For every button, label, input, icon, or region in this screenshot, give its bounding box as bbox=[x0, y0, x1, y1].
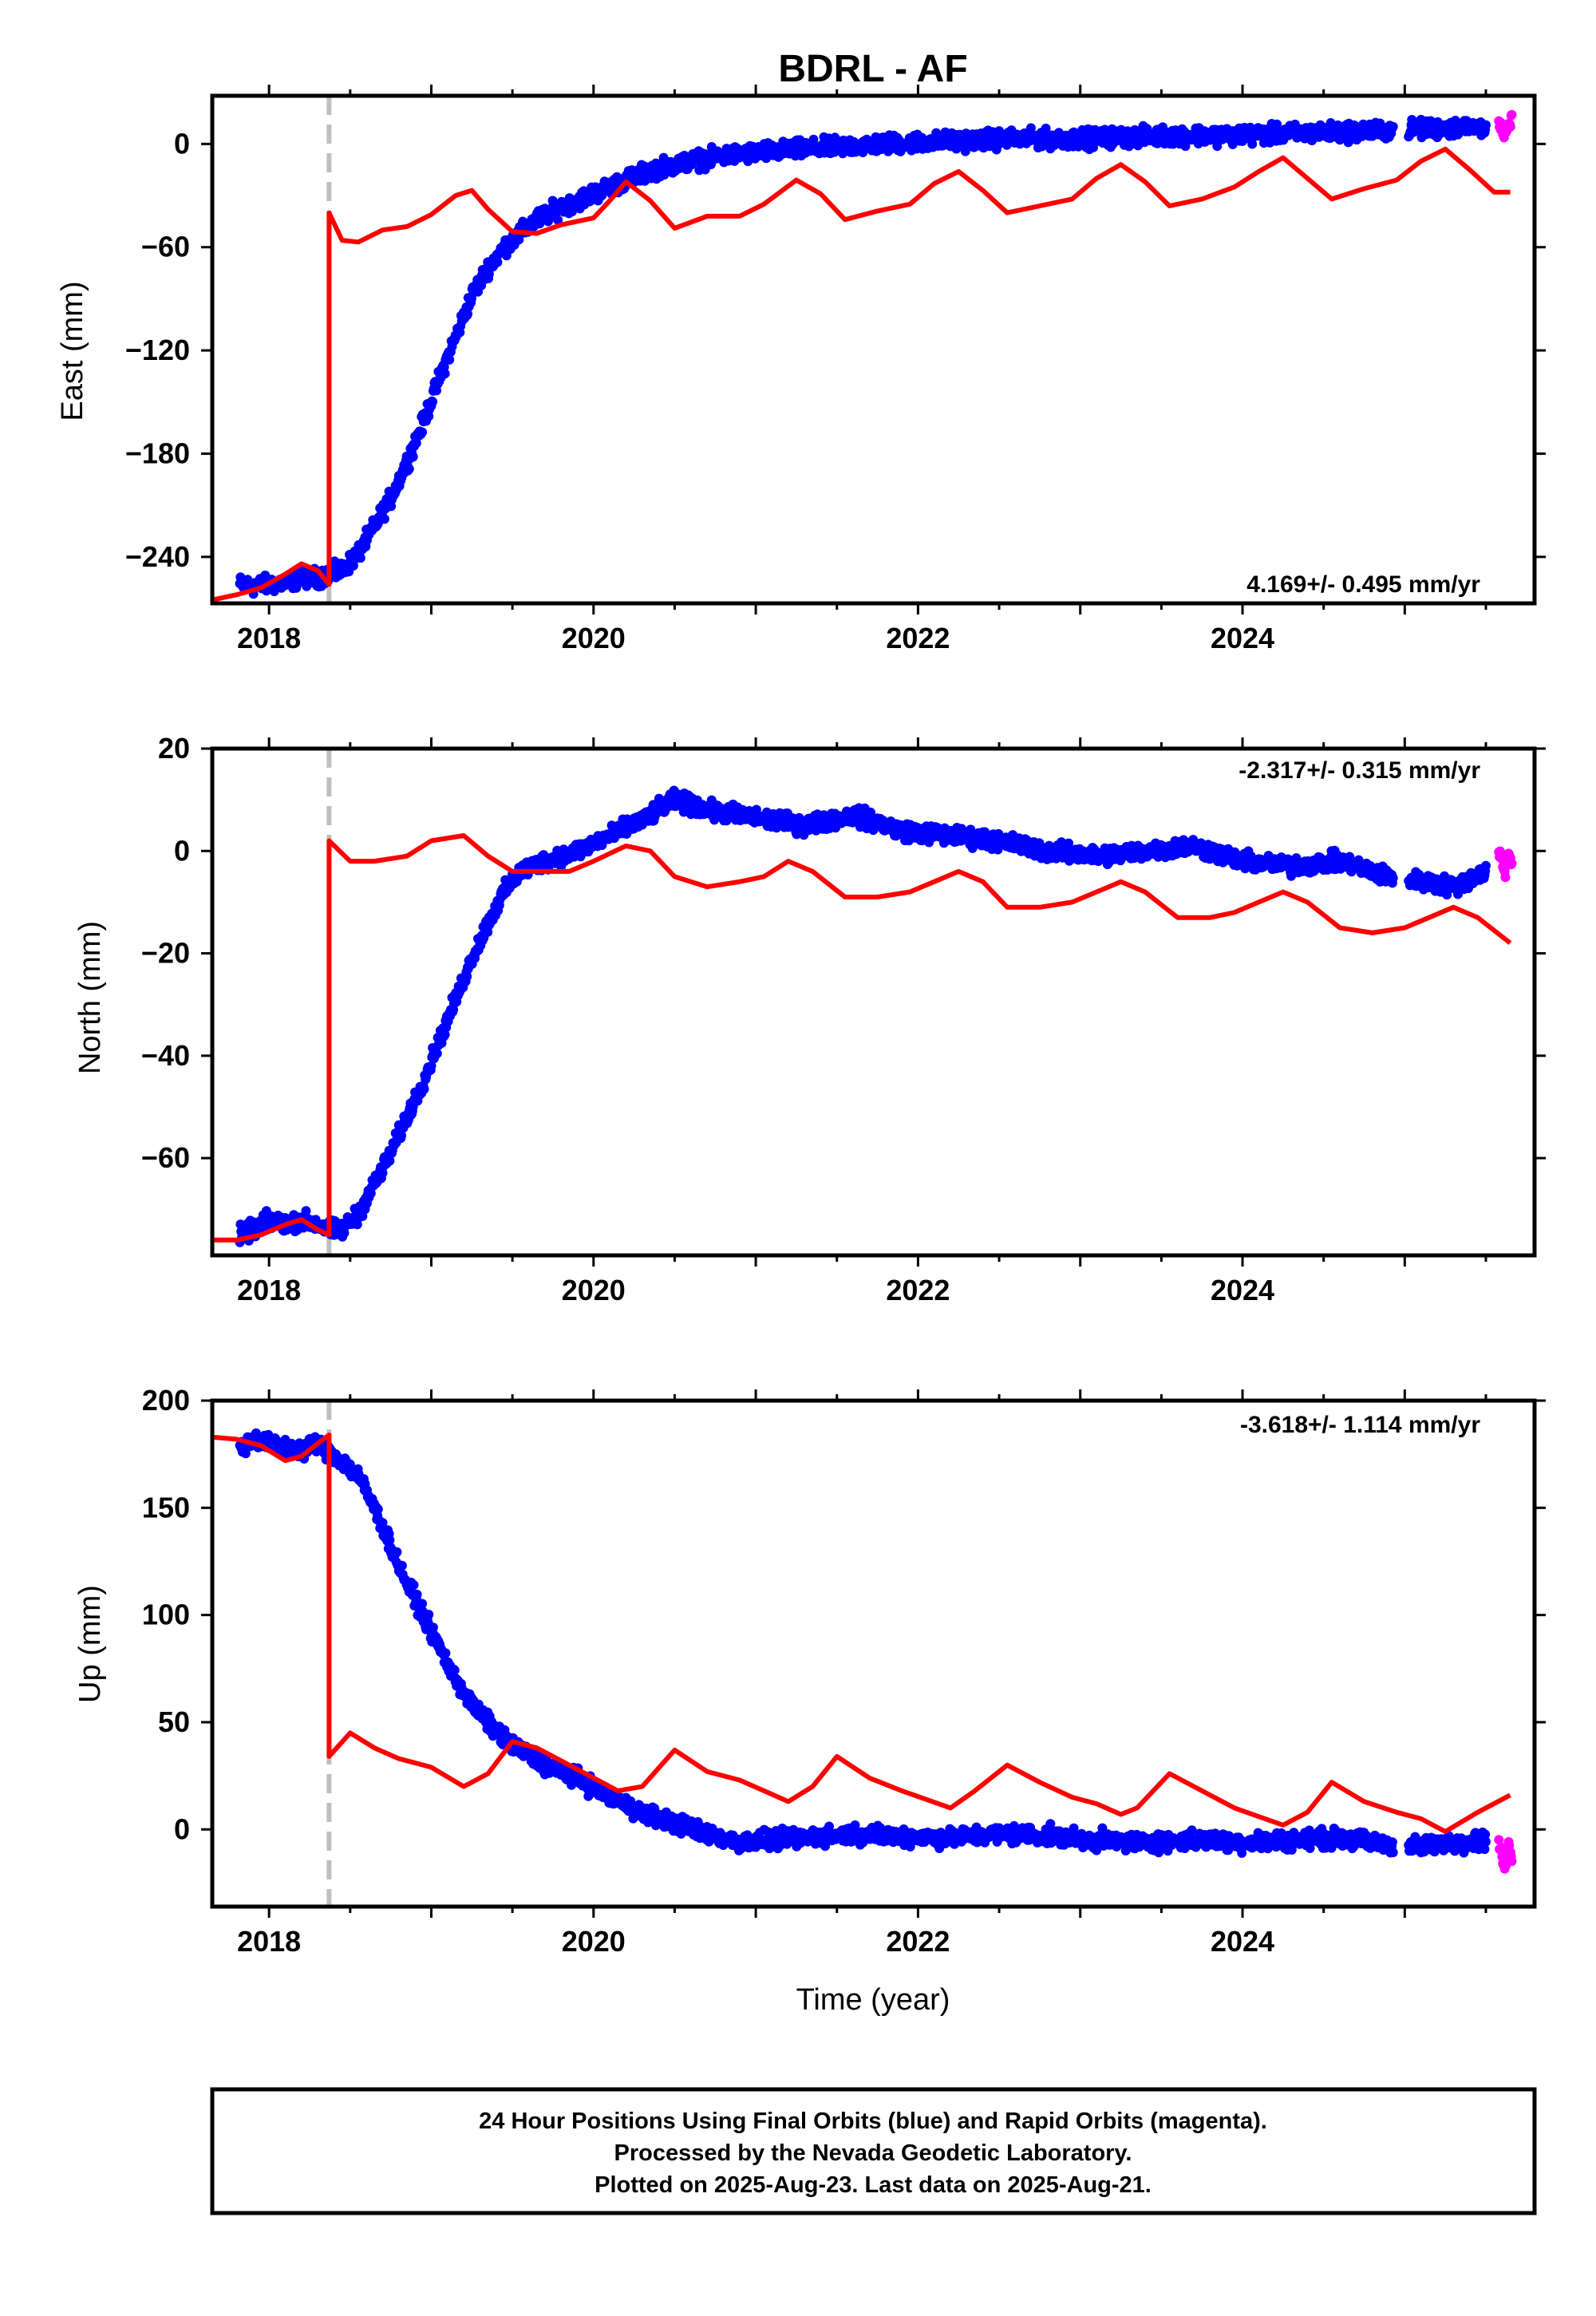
east-rapid-point bbox=[1507, 109, 1517, 120]
north-rapid-point bbox=[1500, 872, 1511, 883]
north-frame bbox=[210, 746, 1537, 1258]
up-plot-area bbox=[212, 1401, 1517, 1907]
up-final-point bbox=[373, 1504, 383, 1514]
up-final-point bbox=[449, 1665, 460, 1675]
north-ytick-label: −40 bbox=[141, 1039, 190, 1072]
north-final-point bbox=[432, 1049, 442, 1059]
north-final-point bbox=[462, 971, 472, 982]
east-final-point bbox=[1388, 121, 1398, 132]
up-axis-label: Up (mm) bbox=[73, 1585, 107, 1703]
east-ytick-label: −120 bbox=[125, 334, 190, 366]
east-final-point bbox=[428, 397, 438, 407]
east-final-point bbox=[484, 269, 494, 279]
north-xtick-label: 2018 bbox=[237, 1274, 301, 1306]
east-final-point bbox=[440, 369, 450, 379]
east-final-point bbox=[492, 257, 503, 267]
north-ytick-label: −60 bbox=[141, 1141, 190, 1174]
east-rapid-points bbox=[1494, 109, 1517, 143]
east-ytick-label: −240 bbox=[125, 540, 190, 573]
east-xtick-label: 2022 bbox=[886, 622, 950, 654]
north-panel: North (mm) -2.317+/- 0.315 mm/yr 2018 202… bbox=[73, 732, 1546, 1306]
east-final-point bbox=[355, 553, 365, 563]
east-ytick-label: 0 bbox=[174, 127, 190, 160]
up-final-point bbox=[424, 1610, 434, 1619]
east-final-points bbox=[235, 114, 1491, 599]
north-final-point bbox=[1481, 860, 1491, 871]
up-final-point bbox=[440, 1648, 451, 1658]
east-final-point bbox=[444, 354, 455, 365]
up-final-point bbox=[392, 1547, 402, 1557]
up-final-point bbox=[409, 1580, 419, 1590]
east-final-point bbox=[553, 215, 563, 225]
east-final-point bbox=[424, 411, 434, 421]
up-final-point bbox=[377, 1518, 388, 1528]
north-ytick-label: −20 bbox=[141, 937, 190, 970]
east-panel: East (mm) 4.169+/- 0.495 mm/yr 2018 2020 2… bbox=[56, 85, 1546, 654]
east-plot-area bbox=[212, 96, 1517, 603]
east-final-point bbox=[463, 309, 472, 319]
north-final-point bbox=[440, 1030, 450, 1040]
north-final-points bbox=[235, 785, 1491, 1247]
up-final-point bbox=[385, 1535, 395, 1545]
time-axis-label: Time (year) bbox=[796, 1983, 950, 2017]
up-final-point bbox=[397, 1560, 407, 1571]
east-final-point bbox=[404, 464, 414, 474]
north-final-point bbox=[339, 1227, 350, 1238]
east-final-point bbox=[1247, 139, 1258, 149]
up-final-point bbox=[824, 1821, 834, 1832]
north-plot-area bbox=[212, 749, 1517, 1255]
east-axis-label: East (mm) bbox=[56, 281, 89, 421]
north-final-point bbox=[1345, 852, 1355, 862]
east-final-point bbox=[408, 452, 418, 462]
east-frame bbox=[210, 93, 1537, 606]
east-rate-label: 4.169+/- 0.495 mm/yr bbox=[1246, 571, 1480, 598]
north-final-point bbox=[426, 1061, 437, 1071]
up-final-points bbox=[235, 1428, 1491, 1858]
north-final-point bbox=[993, 844, 1003, 855]
north-axis-label: North (mm) bbox=[73, 921, 107, 1074]
north-xtick-label: 2020 bbox=[562, 1274, 626, 1306]
east-final-point bbox=[379, 514, 389, 524]
east-final-point bbox=[1272, 119, 1282, 129]
east-rapid-point bbox=[1505, 121, 1515, 132]
up-final-point bbox=[626, 1796, 636, 1806]
east-model-line bbox=[212, 146, 1511, 603]
north-xtick-label: 2024 bbox=[1211, 1274, 1274, 1306]
east-final-point bbox=[417, 427, 428, 437]
east-final-point bbox=[1180, 141, 1191, 152]
east-ytick-label: −180 bbox=[125, 437, 190, 469]
north-rate-label: -2.317+/- 0.315 mm/yr bbox=[1238, 757, 1480, 784]
north-ytick-label: 0 bbox=[174, 834, 190, 867]
up-panel: Up (mm) -3.618+/- 1.114 mm/yr Time (year… bbox=[73, 1384, 1546, 2017]
east-xtick-label: 2020 bbox=[562, 622, 626, 654]
east-xtick-label: 2024 bbox=[1211, 622, 1274, 654]
east-final-point bbox=[1481, 120, 1491, 130]
north-final-point bbox=[419, 1084, 429, 1094]
north-final-point bbox=[352, 1219, 362, 1230]
north-final-point bbox=[397, 1130, 407, 1140]
east-ytick-label: −60 bbox=[141, 231, 190, 263]
east-final-point bbox=[1025, 123, 1036, 133]
north-model-line bbox=[212, 833, 1512, 1243]
up-final-point bbox=[412, 1589, 422, 1599]
up-final-point bbox=[428, 1622, 438, 1633]
chart-title: BDRL - AF bbox=[778, 48, 967, 90]
east-xtick-label: 2018 bbox=[237, 622, 301, 654]
up-final-point bbox=[417, 1599, 428, 1609]
north-xtick-label: 2022 bbox=[886, 1274, 950, 1306]
north-final-point bbox=[1388, 873, 1398, 883]
north-final-point bbox=[1064, 838, 1074, 848]
up-rate-label: -3.618+/- 1.114 mm/yr bbox=[1240, 1412, 1480, 1438]
north-rapid-points bbox=[1494, 846, 1517, 883]
east-final-point bbox=[1212, 141, 1223, 152]
north-ytick-label: 20 bbox=[158, 732, 190, 765]
north-final-point bbox=[385, 1156, 395, 1166]
east-final-point bbox=[808, 134, 819, 144]
north-rapid-point bbox=[1507, 858, 1517, 868]
